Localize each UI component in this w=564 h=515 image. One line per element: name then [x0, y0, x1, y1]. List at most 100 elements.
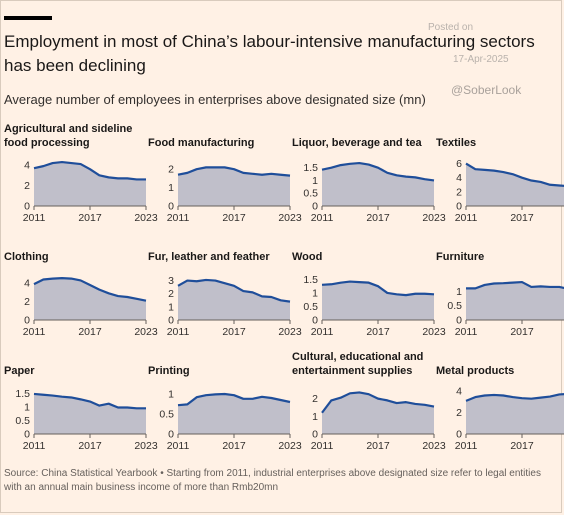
x-tick-label: 2011 [23, 212, 46, 224]
series-area [178, 167, 290, 206]
panel-4: Clothing 0 2 4 2011 2017 2023 [4, 220, 158, 338]
y-tick-label: 1 [456, 286, 462, 298]
panel-1: Food manufacturing 0 1 2 2011 2017 2023 [148, 106, 302, 224]
panel-title: Fur, leather and feather [148, 251, 270, 263]
x-tick-label: 2017 [366, 326, 390, 338]
y-tick-label: 0 [456, 429, 462, 441]
watermark-handle: @SoberLook [451, 83, 522, 97]
panel-10: Cultural, educational and entertainment … [292, 334, 446, 452]
panel-chart: 0 1 2 2011 2017 2023 [311, 391, 446, 452]
x-tick-label: 2011 [23, 326, 46, 338]
x-tick-label: 2011 [455, 212, 478, 224]
series-area [34, 278, 146, 320]
y-tick-label: 2 [168, 288, 174, 300]
panel-11: Metal products024201120172023 [436, 334, 564, 452]
y-tick-label: 0 [312, 429, 318, 441]
watermark-date: 17-Apr-2025 [453, 54, 509, 65]
x-tick-label: 2023 [278, 212, 302, 224]
x-tick-label: 2011 [167, 326, 190, 338]
y-tick-label: 0 [168, 201, 174, 213]
y-tick-label: 2 [24, 180, 30, 192]
panel-2: Liquor, beverage and tea 0 0.5 1 1.5 2011 2017… [292, 106, 446, 224]
x-tick-label: 2017 [78, 212, 102, 224]
y-tick-label: 0.5 [447, 300, 462, 312]
x-tick-label: 2011 [167, 440, 190, 452]
y-tick-label: 4 [24, 160, 30, 172]
panel-title: Furniture [436, 251, 485, 263]
y-tick-label: 0 [456, 201, 462, 213]
x-tick-label: 2017 [510, 440, 534, 452]
y-tick-label: 1.5 [15, 388, 30, 400]
x-tick-label: 2017 [78, 326, 102, 338]
x-tick-label: 2023 [134, 212, 158, 224]
series-area [466, 394, 564, 434]
x-tick-label: 2011 [23, 440, 46, 452]
x-tick-label: 2011 [455, 326, 478, 338]
y-tick-label: 1 [168, 301, 174, 313]
y-tick-label: 0.5 [303, 301, 318, 313]
y-tick-label: 1.5 [303, 162, 318, 174]
x-tick-label: 2017 [510, 212, 534, 224]
series-area [34, 393, 146, 434]
y-tick-label: 6 [456, 158, 462, 170]
y-tick-label: 2 [24, 296, 30, 308]
series-area [178, 394, 290, 434]
series-area [322, 163, 434, 206]
x-tick-label: 2011 [311, 212, 334, 224]
y-tick-label: 2 [168, 164, 174, 176]
x-tick-label: 2023 [422, 212, 446, 224]
y-tick-label: 4 [24, 278, 30, 290]
y-tick-label: 0.5 [159, 409, 174, 421]
y-tick-label: 0 [24, 429, 30, 441]
panel-chart: 0 1 2 2011 2017 2023 [167, 164, 302, 224]
x-tick-label: 2011 [455, 440, 478, 452]
x-tick-label: 2017 [222, 326, 246, 338]
y-tick-label: 2 [312, 393, 318, 405]
series-area [466, 163, 564, 206]
y-tick-label: 0.5 [303, 188, 318, 200]
y-tick-label: 4 [456, 172, 462, 184]
y-tick-label: 1 [312, 411, 318, 423]
y-tick-label: 0 [312, 201, 318, 213]
x-tick-label: 2017 [366, 212, 390, 224]
y-tick-label: 0 [312, 315, 318, 327]
x-tick-label: 2011 [167, 212, 190, 224]
x-tick-label: 2023 [278, 326, 302, 338]
panel-title: Agricultural and sideline food processin… [4, 123, 133, 149]
x-tick-label: 2017 [222, 440, 246, 452]
chart-subtitle: Average number of employees in enterpris… [4, 92, 426, 107]
panel-title: Paper [4, 365, 35, 377]
panel-5: Fur, leather and feather 0 1 2 3 2011 2017 2023 [148, 220, 302, 338]
panel-title: Metal products [436, 365, 515, 377]
panel-8: Paper 0 0.5 1 1.5 2011 2017 2023 [4, 334, 158, 452]
panel-3: Textiles0246201120172023 [436, 106, 564, 224]
x-tick-label: 2017 [510, 326, 534, 338]
x-tick-label: 2023 [134, 440, 158, 452]
y-tick-label: 2 [456, 186, 462, 198]
y-tick-label: 4 [456, 386, 462, 398]
panel-title: Clothing [4, 251, 49, 263]
y-tick-label: 0.5 [15, 415, 30, 427]
chart-title: Employment in most of China’s labour-int… [4, 32, 535, 75]
x-tick-label: 2017 [78, 440, 102, 452]
series-area [466, 282, 564, 320]
panel-chart: 0246201120172023 [455, 158, 564, 224]
ft-top-bar [4, 16, 52, 20]
panel-6: Wood 0 0.5 1 1.5 2011 2017 2023 [292, 220, 446, 338]
panel-title: Food manufacturing [148, 137, 255, 149]
series-area [322, 281, 434, 320]
series-area [34, 162, 146, 206]
panel-9: Printing 0 0.5 1 2011 2017 2023 [148, 334, 302, 452]
x-tick-label: 2017 [366, 440, 390, 452]
x-tick-label: 2011 [311, 440, 334, 452]
x-tick-label: 2011 [311, 326, 334, 338]
source-note: Source: China Statistical Yearbook • Sta… [4, 468, 541, 493]
y-tick-label: 0 [168, 315, 174, 327]
y-tick-label: 2 [456, 407, 462, 419]
